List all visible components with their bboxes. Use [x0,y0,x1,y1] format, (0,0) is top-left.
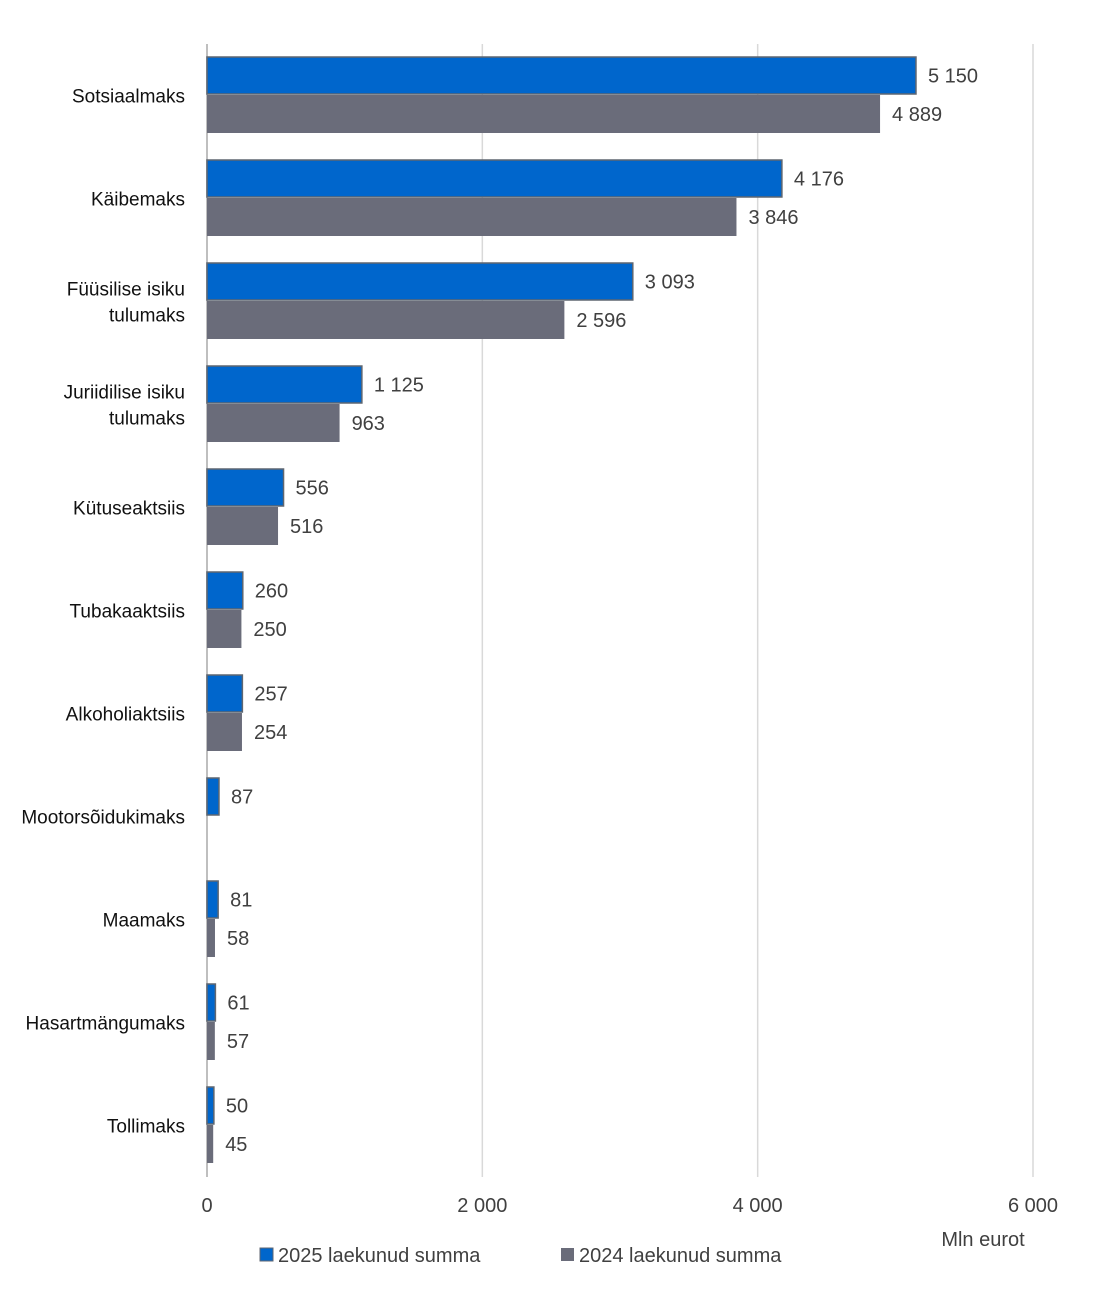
x-tick-label: 6 000 [1008,1195,1058,1217]
bar-2025 [206,777,220,816]
legend-swatch [561,1248,574,1261]
data-label: 3 846 [748,207,798,229]
category-label-line: Kütuseaktsiis [73,499,185,520]
data-label: 556 [296,478,329,500]
data-label: 5 150 [928,66,978,88]
data-label: 50 [226,1096,248,1118]
bar-2025 [206,262,634,301]
bar-2025 [206,571,244,610]
data-label: 2 596 [576,310,626,332]
data-label: 45 [225,1134,247,1156]
legend-label: 2025 laekunud summa [278,1245,481,1267]
bar-2024 [207,1022,215,1060]
data-label: 1 125 [374,375,424,397]
category-label-line: Tollimaks [107,1117,185,1138]
bar-2024 [207,95,881,133]
category-label-line: Juriidilise isiku [64,383,185,404]
bar-2024 [207,301,565,339]
bar-2025 [206,674,244,713]
bar-2024 [207,919,215,957]
category-label: Tubakaaktsiis [70,602,185,623]
legend-swatch [259,1247,274,1262]
data-label: 516 [290,516,323,538]
data-label: 3 093 [645,272,695,294]
category-label-line: tulumaks [109,306,185,327]
data-label: 257 [254,684,287,706]
category-label: Kütuseaktsiis [73,499,185,520]
bar-2025 [206,983,217,1022]
data-label: 260 [255,581,288,603]
bar-2024 [207,1125,214,1163]
category-label-line: Hasartmängumaks [26,1014,185,1035]
bar-2025 [206,1086,215,1125]
category-label-line: Füüsilise isiku [67,280,185,301]
data-label: 4 889 [892,104,942,126]
bar-2024 [207,404,340,442]
category-label-line: Maamaks [103,911,185,932]
bar-2025 [206,159,783,198]
category-label: Maamaks [103,911,185,932]
category-label-line: Tubakaaktsiis [70,602,185,623]
category-label: Sotsiaalmaks [72,87,185,108]
category-label-line: tulumaks [109,409,185,430]
category-label: Käibemaks [91,190,185,211]
category-label-line: Käibemaks [91,190,185,211]
data-label: 4 176 [794,169,844,191]
category-label: Füüsilise isiku tulumaks [67,280,185,327]
x-tick-label: 2 000 [457,1195,507,1217]
x-axis-title: Mln eurot [941,1229,1025,1251]
category-label: Tollimaks [107,1117,185,1138]
category-label-line: Mootorsõidukimaks [21,808,185,829]
bar-2024 [207,713,242,751]
bar-2024 [207,507,279,545]
category-label: Juriidilise isiku tulumaks [64,383,185,430]
category-label: Hasartmängumaks [26,1014,185,1035]
data-label: 58 [227,928,249,950]
data-label: 87 [231,787,253,809]
data-label: 61 [227,993,249,1015]
data-label: 963 [352,413,385,435]
category-label-line: Sotsiaalmaks [72,87,185,108]
bar-2025 [206,880,219,919]
data-label: 81 [230,890,252,912]
legend-label: 2024 laekunud summa [579,1245,782,1267]
bar-2025 [206,365,363,404]
x-tick-label: 0 [201,1195,212,1217]
bar-2024 [207,610,242,648]
data-label: 254 [254,722,287,744]
category-label: Mootorsõidukimaks [21,808,185,829]
category-label-line: Alkoholiaktsiis [66,705,185,726]
data-label: 57 [227,1031,249,1053]
category-label: Alkoholiaktsiis [66,705,185,726]
x-tick-label: 4 000 [733,1195,783,1217]
data-label: 250 [253,619,286,641]
bar-2025 [206,468,285,507]
bar-2024 [207,198,737,236]
bar-2025 [206,56,917,95]
